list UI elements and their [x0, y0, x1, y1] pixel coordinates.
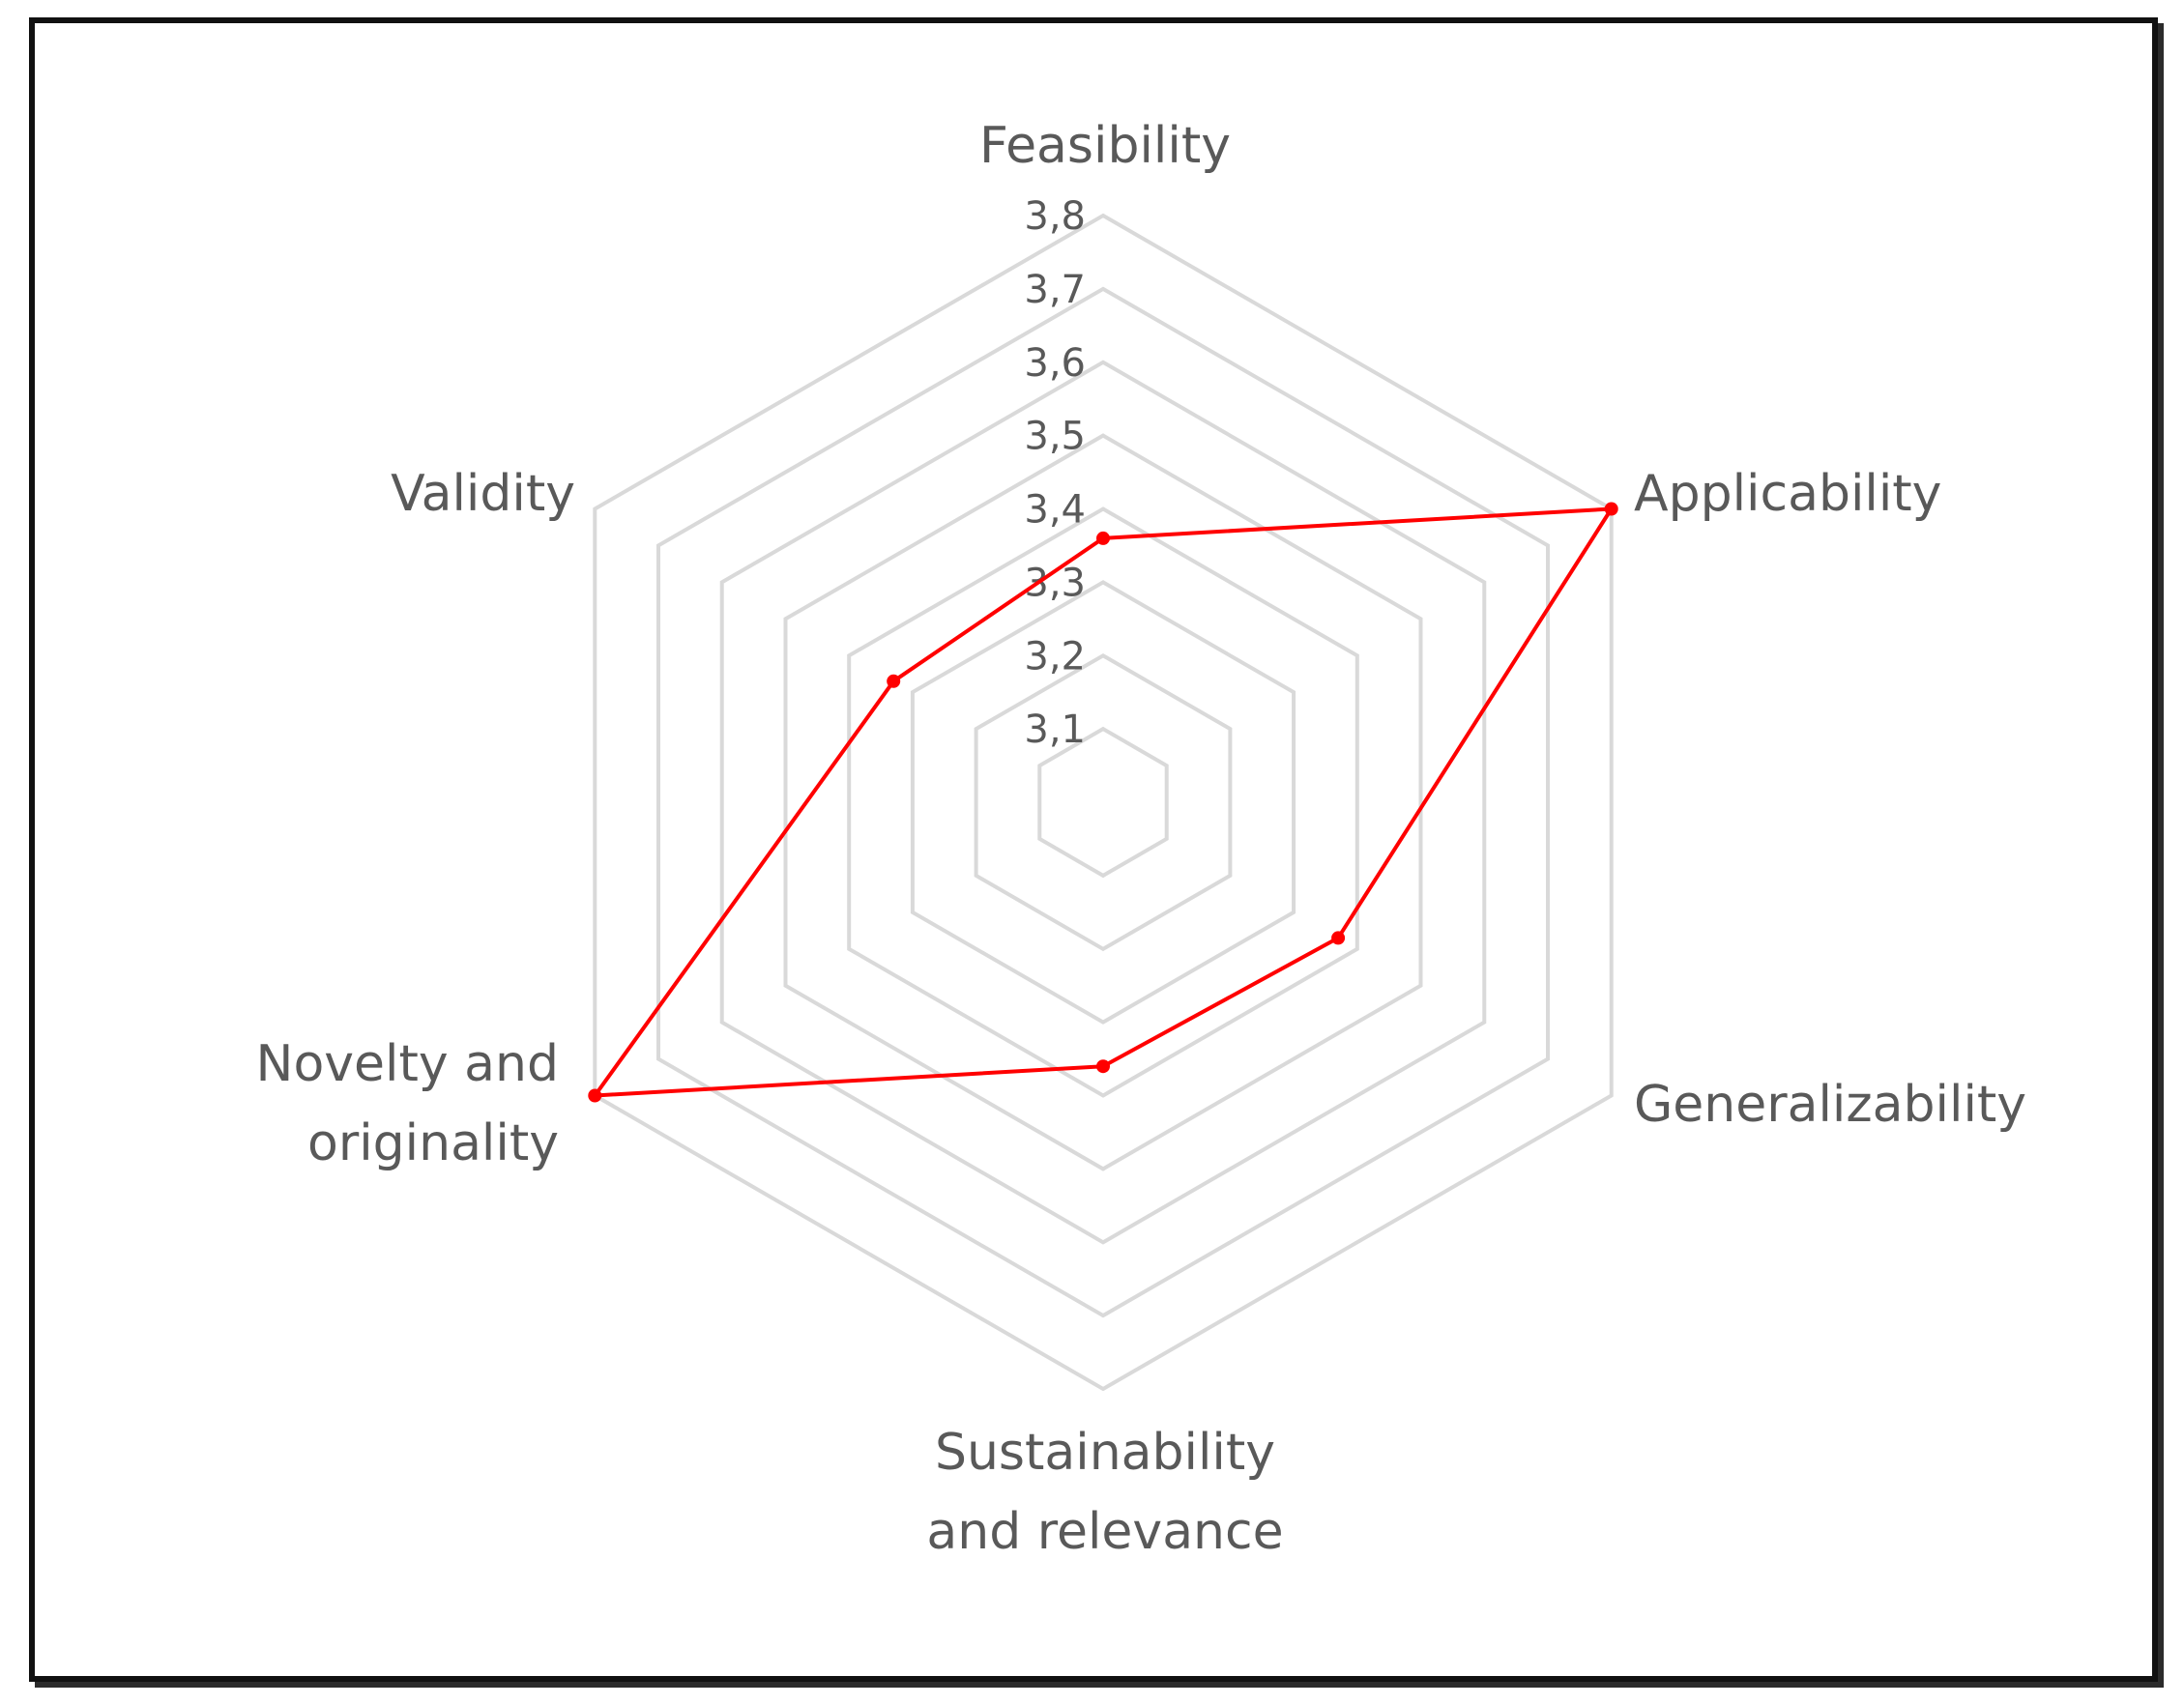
- tick-label: 3,5: [1024, 415, 1086, 459]
- radar-series: [588, 502, 1618, 1103]
- data-point: [887, 674, 901, 688]
- category-label-line: Applicability: [1634, 465, 1941, 523]
- category-label-line: Validity: [391, 465, 575, 523]
- data-point: [588, 1088, 602, 1103]
- tick-label: 3,3: [1024, 561, 1086, 605]
- grid-ring: [783, 433, 1423, 1171]
- grid-ring: [847, 506, 1359, 1098]
- category-label: Sustainability and relevance: [926, 1424, 1283, 1561]
- category-label-line: Generalizability: [1634, 1076, 2026, 1134]
- grid-ring: [719, 360, 1487, 1245]
- category-label: Validity: [391, 465, 575, 523]
- data-point: [1331, 931, 1346, 945]
- radar-grid: [593, 213, 1614, 1392]
- category-label: Generalizability: [1634, 1076, 2026, 1134]
- category-label-line: Novelty and: [256, 1035, 559, 1093]
- category-label: Feasibility: [979, 117, 1231, 175]
- data-point: [1096, 1059, 1110, 1074]
- category-label: Applicability: [1634, 465, 1941, 523]
- data-point: [1604, 502, 1618, 516]
- tick-label: 3,8: [1024, 194, 1086, 239]
- grid-ring: [1037, 726, 1169, 879]
- category-label-line: Sustainability: [935, 1424, 1275, 1482]
- grid-ring: [593, 213, 1614, 1392]
- tick-label: 3,6: [1024, 341, 1086, 386]
- category-label-line: Feasibility: [979, 117, 1231, 175]
- series-line: [593, 506, 1614, 1098]
- radar-tick-labels: 3,1 3,2 3,3 3,4 3,5 3,6 3,7 3,8: [1024, 194, 1086, 752]
- tick-label: 3,2: [1024, 634, 1086, 679]
- category-label-line: originality: [307, 1114, 559, 1172]
- radar-category-labels: Feasibility Applicability Generalizability…: [256, 117, 2027, 1561]
- category-label: Novelty and originality: [256, 1035, 559, 1172]
- tick-label: 3,7: [1024, 268, 1086, 312]
- category-label-line: and relevance: [926, 1503, 1283, 1561]
- tick-label: 3,1: [1024, 708, 1086, 752]
- grid-ring: [974, 652, 1233, 952]
- tick-label: 3,4: [1024, 488, 1086, 533]
- grid-ring: [656, 286, 1550, 1318]
- grid-ring: [910, 580, 1296, 1025]
- data-point: [1096, 531, 1110, 545]
